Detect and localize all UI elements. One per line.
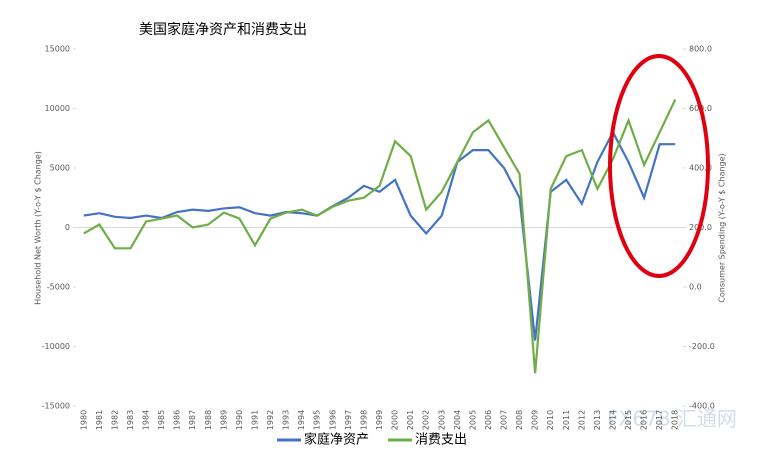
x-tick-label: 1995 — [313, 410, 322, 430]
x-tick-label: 2001 — [406, 410, 415, 430]
y2-tick-label: 400.0 — [689, 164, 712, 173]
y-tick-label: 0 — [65, 223, 70, 232]
legend-label: 消费支出 — [415, 433, 467, 448]
chart-title: 美国家庭净资产和消费支出 — [139, 21, 307, 38]
x-tick-label: 2018 — [671, 410, 680, 430]
x-tick-label: 2013 — [593, 410, 602, 430]
x-tick-label: 1985 — [157, 410, 166, 430]
series-line — [83, 99, 677, 374]
y-tick-label: 5000 — [50, 164, 70, 173]
x-tick-label: 1986 — [173, 410, 182, 430]
y2-tick-label: -400.0 — [689, 402, 715, 411]
x-tick-label: 1991 — [250, 410, 259, 430]
x-tick-label: 1983 — [126, 410, 135, 430]
watermark: FX678 汇通网 — [607, 407, 737, 431]
x-tick-label: 2009 — [531, 410, 540, 430]
x-tick-label: 1993 — [282, 410, 291, 430]
y-tick-label: -5000 — [47, 283, 70, 292]
y-tick-label: 10000 — [45, 104, 70, 113]
x-tick-label: 2006 — [484, 410, 493, 430]
x-tick-label: 2015 — [624, 410, 633, 430]
x-tick-label: 1980 — [79, 410, 88, 430]
x-tick-label: 1997 — [344, 410, 353, 430]
x-tick-label: 2004 — [453, 410, 462, 430]
y-tick-label: -15000 — [42, 402, 70, 411]
x-tick-label: 1990 — [235, 410, 244, 430]
x-tick-label: 2011 — [562, 410, 571, 430]
y2-tick-label: -200.0 — [689, 342, 715, 351]
x-tick-label: 2005 — [468, 410, 477, 430]
x-tick-label: 1987 — [188, 410, 197, 430]
x-tick-label: 1982 — [110, 410, 119, 430]
x-tick-label: 2000 — [391, 410, 400, 430]
x-tick-label: 1984 — [142, 410, 151, 430]
x-tick-label: 2007 — [500, 410, 509, 430]
y-tick-label: 15000 — [45, 45, 70, 54]
x-tick-label: 2017 — [655, 410, 664, 430]
x-tick-label: 1998 — [359, 410, 368, 430]
x-tick-label: 2010 — [546, 410, 555, 430]
x-tick-label: 2003 — [437, 410, 446, 430]
x-tick-label: 1988 — [204, 410, 213, 430]
y2-tick-label: 0.0 — [689, 283, 702, 292]
x-tick-label: 2002 — [422, 410, 431, 430]
x-tick-label: 1996 — [328, 410, 337, 430]
y2-tick-label: 800.0 — [689, 45, 712, 54]
x-tick-label: 1989 — [219, 410, 228, 430]
x-tick-label: 1994 — [297, 410, 306, 430]
x-tick-label: 2012 — [577, 410, 586, 430]
x-tick-label: 2008 — [515, 410, 524, 430]
x-tick-label: 2016 — [640, 410, 649, 430]
series-line — [83, 129, 676, 341]
legend-label: 家庭净资产 — [304, 432, 369, 448]
y-axis-label: Household Net Worth (Y-o-Y $ Change) — [34, 151, 43, 305]
y2-axis-label: Consumer Spending (Y-o-Y $ Change) — [718, 153, 727, 302]
x-tick-label: 1999 — [375, 410, 384, 430]
x-tick-label: 1981 — [95, 410, 104, 430]
x-tick-label: 2014 — [608, 410, 617, 430]
x-tick-label: 1992 — [266, 410, 275, 430]
y-tick-label: -10000 — [42, 342, 70, 351]
highlight-ellipse — [608, 54, 710, 278]
